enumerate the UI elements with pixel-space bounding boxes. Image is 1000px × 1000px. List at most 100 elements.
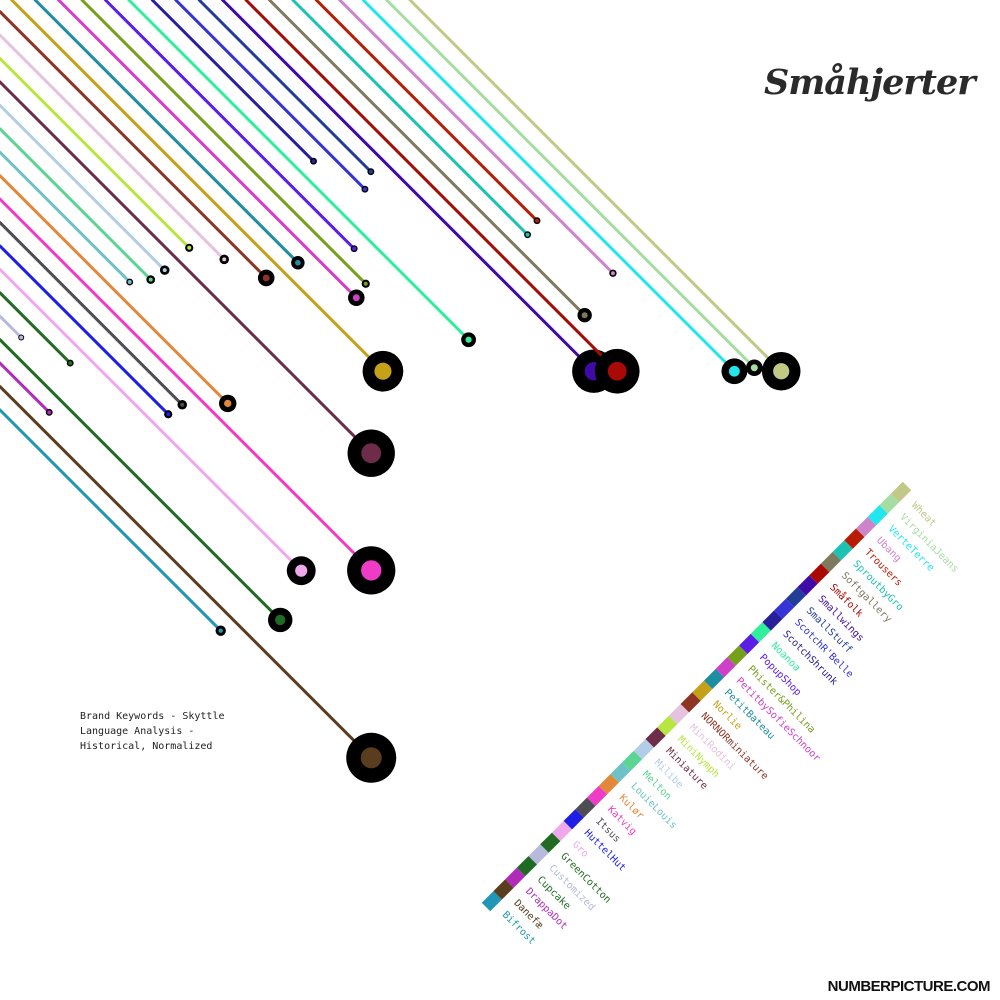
series-point-wheat [773, 363, 790, 380]
series-point-bifrost [218, 628, 223, 633]
series-lines [0, 0, 801, 783]
legend-swatch-trousers [844, 528, 865, 549]
series-point-sm-folk [607, 361, 627, 381]
series-line-norlie [10, 0, 385, 373]
legend-swatch-customized [528, 844, 549, 865]
series-line-katvig [0, 197, 373, 572]
series-point-nornorminiature [262, 274, 270, 282]
series-point-trousers [535, 218, 540, 223]
chart-subtitle: Brand Keywords - Skyttle Language Analys… [80, 711, 225, 752]
series-line-melton [0, 127, 153, 282]
series-line-scotchshrunk [150, 0, 316, 163]
series-point-louielouis [127, 280, 132, 285]
series-line-petitbateau [33, 0, 300, 265]
legend-swatch-katvig [587, 785, 608, 806]
series-line-minirodini [0, 33, 226, 261]
series-line-customized [0, 314, 23, 339]
legend-swatch-gro [551, 820, 573, 842]
series-line-sproutbygro [291, 0, 530, 237]
legend-swatch-virginiajeans [879, 493, 900, 514]
series-line-sm-folk [244, 0, 619, 373]
legend-swatch-scotchr-belle [774, 598, 795, 619]
series-line-greencotton [0, 291, 72, 365]
legend-swatch-popupshop [739, 633, 760, 654]
series-point-norlie [374, 362, 392, 380]
legend-swatch-bifrost [481, 891, 502, 912]
legend-swatch-kul-r [598, 774, 619, 795]
series-point-softgallery [581, 312, 588, 319]
series-point-itsus [180, 402, 185, 407]
series-point-noanoa [465, 336, 472, 343]
legend-swatch-mininymph [657, 715, 678, 736]
series-point-miniature [361, 443, 382, 464]
series-point-phister-philina [363, 281, 368, 286]
series-line-louielouis [0, 150, 132, 284]
series-point-verteterre [728, 365, 740, 377]
legend-swatch-drappadot [505, 867, 526, 888]
series-point-customized [19, 335, 24, 340]
series-line-smallstuff [197, 0, 373, 174]
legend-swatch-nornorminiature [680, 692, 701, 713]
legend-swatch-itsus [575, 797, 596, 818]
series-line-milibe [0, 103, 167, 272]
series-line-petitbysofieschnoor [57, 0, 358, 300]
series-line-kul-r [0, 174, 230, 405]
series-point-sproutbygro [525, 232, 530, 237]
legend: BifrostDanefæDrappaDotCupcakeCustomizedG… [481, 481, 960, 947]
series-point-petitbysofieschnoor [352, 294, 360, 302]
series-line-drappadot [0, 361, 51, 414]
series-point-petitbateau [295, 259, 301, 266]
legend-swatch-noanoa [750, 622, 771, 643]
series-point-mininymph [187, 245, 192, 250]
series-line-huttelhut [0, 244, 170, 416]
page-title: Småhjerter [764, 62, 976, 103]
legend-swatch-sm-folk [809, 563, 830, 584]
series-point-smallstuff [368, 169, 373, 174]
legend-swatch-sproutbygro [832, 540, 853, 561]
series-point-danef [360, 747, 382, 769]
series-line-verteterre [361, 0, 736, 373]
legend-swatch-norlie [692, 680, 713, 701]
series-line-trousers [314, 0, 539, 223]
series-line-danef [0, 385, 373, 760]
legend-swatch-milibe [633, 739, 654, 760]
legend-swatch-petitbateau [703, 668, 725, 690]
series-line-scotchr-belle [174, 0, 367, 191]
series-point-drappadot [47, 410, 52, 415]
legend-swatch-louielouis [610, 762, 631, 783]
legend-swatch-miniature [645, 727, 666, 748]
legend-swatch-wheat [891, 481, 912, 502]
footer-link[interactable]: NUMBERPICTURE.COM [827, 978, 991, 995]
legend-swatch-smallwings [797, 575, 818, 596]
legend-swatch-verteterre [867, 505, 888, 526]
series-point-greencotton [68, 361, 73, 366]
series-point-popupshop [352, 246, 357, 251]
legend-swatch-greencotton [540, 832, 561, 853]
legend-swatch-huttelhut [563, 809, 584, 830]
legend-swatch-cupcake [516, 855, 538, 877]
legend-swatch-petitbysofieschnoor [715, 657, 736, 678]
series-point-huttelhut [166, 412, 171, 417]
series-point-virginiajeans [750, 364, 758, 372]
series-line-bifrost [0, 408, 223, 633]
legend-swatch-softgallery [820, 551, 842, 573]
legend-swatch-smallstuff [785, 587, 806, 608]
series-point-melton [148, 277, 153, 282]
series-point-kul-r [224, 399, 232, 408]
series-line-smallwings [221, 0, 596, 373]
series-point-cupcake [275, 614, 286, 626]
series-line-cupcake [0, 338, 282, 622]
series-line-ubang [338, 0, 615, 275]
series-point-milibe [162, 268, 167, 273]
series-line-itsus [0, 221, 184, 407]
series-line-wheat [408, 0, 783, 373]
legend-swatch-phister-philina [727, 645, 748, 666]
legend-swatch-ubang [855, 516, 877, 538]
series-line-virginiajeans [385, 0, 756, 370]
series-line-softgallery [267, 0, 587, 317]
series-point-minirodini [222, 257, 227, 262]
series-point-gro [295, 564, 308, 577]
series-line-popupshop [103, 0, 356, 251]
series-line-miniature [0, 80, 373, 455]
legend-swatch-scotchshrunk [762, 610, 783, 631]
